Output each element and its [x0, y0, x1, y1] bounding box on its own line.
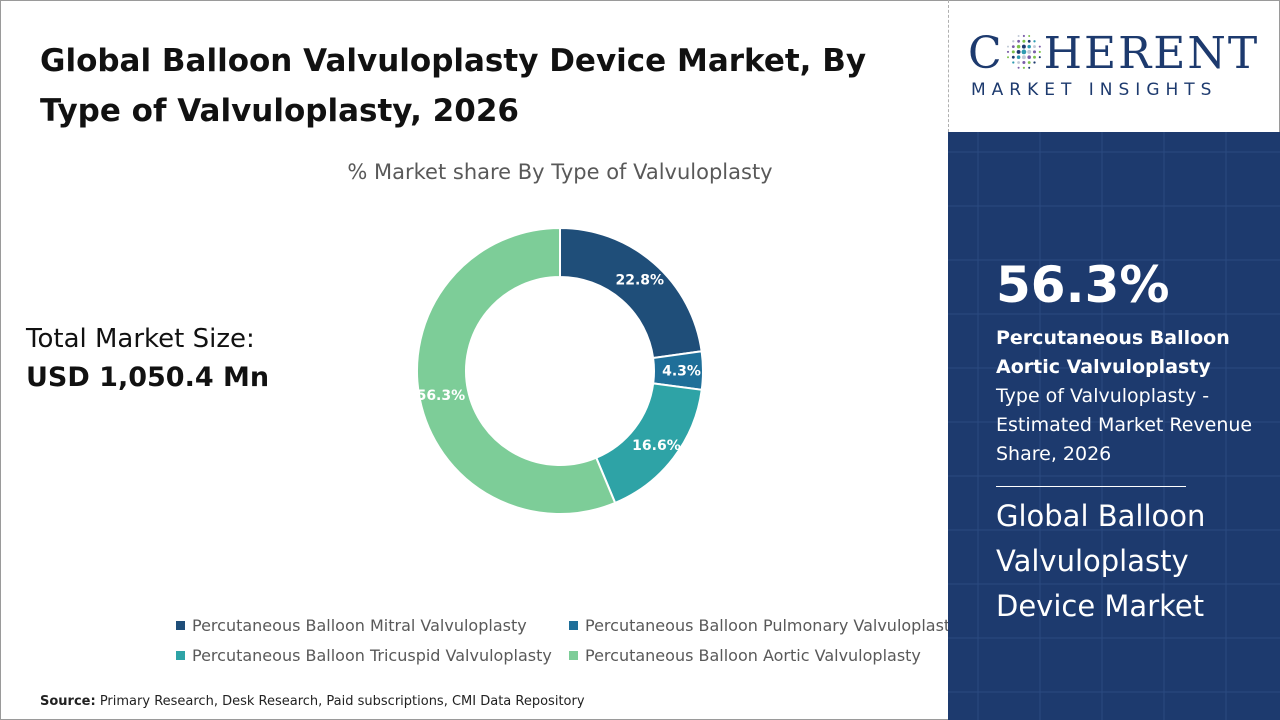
logo-dot	[1027, 35, 1030, 37]
logo-dot	[1026, 49, 1031, 54]
donut-chart: 22.8% 4.3% 16.6% 56.3%	[416, 226, 704, 515]
logo-letters-herent: HERENT	[1043, 28, 1260, 79]
logo-dot	[1011, 45, 1015, 49]
logo-dot	[1021, 55, 1026, 60]
logo-dot	[1027, 61, 1031, 64]
legend-swatch-mitral	[176, 621, 185, 630]
company-logo: C HERENT MARKET INSIGHTS	[968, 30, 1268, 101]
legend-item-mitral: Percutaneous Balloon Mitral Valvuloplast…	[176, 616, 527, 635]
page-title: Global Balloon Valvuloplasty Device Mark…	[40, 43, 867, 129]
logo-dot	[1006, 50, 1009, 53]
legend-item-aortic: Percutaneous Balloon Aortic Valvuloplast…	[569, 646, 921, 665]
total-market-label: Total Market Size:	[26, 324, 255, 354]
source-note: Source: Primary Research, Desk Research,…	[40, 694, 585, 709]
data-label-mitral: 22.8%	[615, 272, 664, 288]
logo-dot	[1006, 56, 1009, 59]
logo-dot	[1006, 45, 1009, 48]
legend-label-aortic: Percutaneous Balloon Aortic Valvuloplast…	[585, 646, 921, 665]
logo-dot	[1027, 39, 1031, 43]
logo-dot	[1017, 66, 1020, 69]
highlight-panel: 56.3% Percutaneous Balloon Aortic Valvul…	[948, 132, 1280, 720]
logo-dot	[1038, 45, 1041, 48]
logo-dot	[1011, 50, 1015, 54]
legend-item-pulmonary: Percutaneous Balloon Pulmonary Valvulopl…	[569, 616, 960, 635]
logo-dot	[1027, 66, 1030, 69]
logo-dot	[1022, 66, 1025, 69]
data-label-pulmonary: 4.3%	[662, 364, 701, 380]
logo-dot	[1032, 45, 1036, 49]
logo-dot	[1016, 55, 1021, 59]
logo-wordmark: C HERENT	[968, 30, 1268, 78]
highlight-divider	[996, 486, 1186, 487]
logo-dot	[1038, 56, 1041, 59]
logo-dot	[1033, 40, 1036, 43]
logo-dot	[1016, 61, 1020, 64]
panel-grid-pattern	[948, 132, 1280, 720]
logo-tagline: MARKET INSIGHTS	[971, 80, 1218, 100]
legend-label-mitral: Percutaneous Balloon Mitral Valvuloplast…	[192, 616, 527, 635]
chart-title: % Market share By Type of Valvuloplasty	[347, 160, 773, 184]
logo-dot	[1022, 60, 1026, 65]
logo-dot	[1032, 55, 1036, 59]
highlight-segment: Percutaneous Balloon Aortic Valvuloplast…	[996, 327, 1230, 378]
logo-dot	[1027, 55, 1031, 59]
total-market-value: USD 1,050.4 Mn	[26, 362, 270, 393]
logo-dot	[1011, 40, 1015, 43]
legend-item-tricuspid: Percutaneous Balloon Tricuspid Valvulopl…	[176, 646, 552, 665]
logo-letter-c: C	[968, 28, 1004, 79]
source-label: Source:	[40, 694, 96, 709]
logo-dot	[1022, 34, 1025, 38]
logo-dot	[1016, 39, 1020, 43]
logo-dot	[1017, 35, 1020, 37]
source-text: Primary Research, Desk Research, Paid su…	[95, 694, 585, 709]
legend-label-pulmonary: Percutaneous Balloon Pulmonary Valvulopl…	[585, 616, 960, 635]
data-label-tricuspid: 16.6%	[632, 438, 681, 454]
legend-swatch-pulmonary	[569, 621, 578, 630]
donut-slice-mitral	[559, 226, 703, 360]
logo-dot-sphere-icon	[1006, 34, 1041, 69]
header-divider	[948, 0, 949, 132]
donut-slice-aortic	[416, 226, 617, 515]
legend-swatch-aortic	[569, 651, 578, 660]
legend-label-tricuspid: Percutaneous Balloon Tricuspid Valvulopl…	[192, 646, 552, 665]
logo-dot	[1021, 44, 1026, 49]
logo-dot	[1016, 44, 1021, 49]
logo-dot	[1022, 39, 1026, 43]
logo-dot	[1016, 49, 1021, 54]
logo-dot	[1011, 55, 1015, 59]
highlight-percent: 56.3%	[996, 256, 1170, 314]
logo-dot	[1027, 44, 1031, 49]
logo-dot	[1032, 50, 1036, 54]
logo-dot	[1011, 61, 1015, 64]
logo-dot	[1038, 50, 1041, 53]
legend-swatch-tricuspid	[176, 651, 185, 660]
data-label-aortic: 56.3%	[417, 388, 466, 404]
highlight-market-name: Global Balloon Valvuloplasty Device Mark…	[996, 499, 1206, 623]
logo-dot	[1021, 49, 1026, 55]
highlight-description: Type of Valvuloplasty - Estimated Market…	[996, 385, 1253, 465]
logo-dot	[1033, 61, 1036, 64]
